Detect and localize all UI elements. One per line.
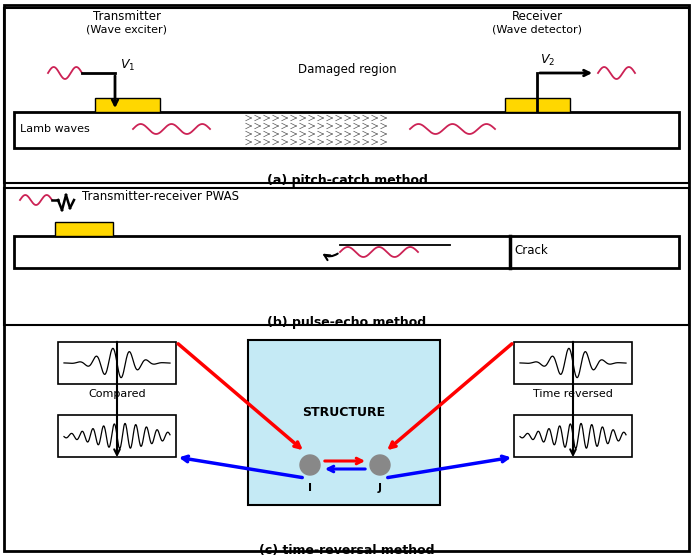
Bar (58, 342, 176, 384)
Text: Lamb waves: Lamb waves (20, 124, 90, 134)
Bar (505, 98, 570, 112)
Bar (4, 188, 689, 325)
Text: (Wave exciter): (Wave exciter) (87, 24, 168, 34)
Text: Time reversed: Time reversed (533, 389, 613, 399)
Text: I: I (308, 483, 312, 493)
Text: Compared: Compared (88, 389, 146, 399)
Text: Transmitter-receiver PWAS: Transmitter-receiver PWAS (82, 189, 239, 203)
Circle shape (300, 455, 320, 475)
Text: Transmitter: Transmitter (93, 10, 161, 23)
Text: J: J (378, 483, 382, 493)
Text: $V_1$: $V_1$ (120, 58, 135, 73)
Text: (Wave detector): (Wave detector) (492, 24, 582, 34)
Text: (b) pulse-echo method: (b) pulse-echo method (267, 316, 427, 329)
Circle shape (370, 455, 390, 475)
Text: Receiver: Receiver (511, 10, 563, 23)
Bar (14, 236, 679, 268)
Bar (514, 415, 632, 457)
Bar (4, 8, 689, 183)
Text: (c) time-reversal method: (c) time-reversal method (259, 544, 435, 555)
Bar (58, 415, 176, 457)
Bar (514, 342, 632, 384)
Text: (a) pitch-catch method: (a) pitch-catch method (267, 174, 428, 187)
Text: Damaged region: Damaged region (298, 63, 396, 76)
Bar (248, 340, 440, 505)
Bar (55, 222, 113, 236)
Text: Crack: Crack (514, 244, 547, 256)
Bar (14, 112, 679, 148)
Text: $V_2$: $V_2$ (540, 53, 555, 68)
Bar (95, 98, 160, 112)
Text: STRUCTURE: STRUCTURE (302, 406, 385, 419)
